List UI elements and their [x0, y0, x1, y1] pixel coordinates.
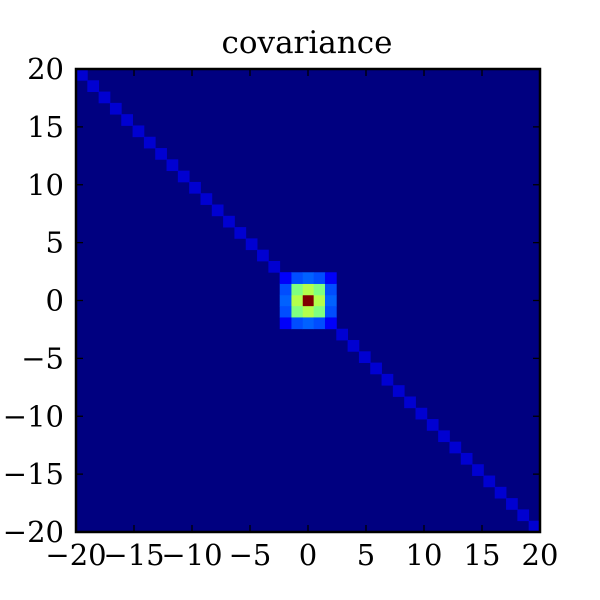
heatmap-diagonal-cell	[132, 125, 145, 138]
heatmap-cell	[279, 306, 292, 318]
heatmap-cell	[291, 317, 303, 330]
heatmap-diagonal-cell	[438, 430, 450, 443]
heatmap-diagonal-cell	[245, 238, 258, 251]
heatmap-diagonal-cell	[211, 204, 224, 217]
heatmap-cell	[324, 294, 337, 307]
x-axis-tick-labels: −20−15−10 −5 0 5 10 15 20	[45, 538, 558, 572]
heatmap-diagonal-cell	[358, 351, 371, 364]
heatmap-diagonal-cell	[336, 328, 349, 341]
heatmap-diagonal-cell	[415, 407, 428, 420]
y-tick-label: 20	[27, 52, 64, 86]
heatmap-cell	[324, 317, 337, 330]
heatmap-diagonal-cell	[143, 136, 156, 149]
x-tick-label: 20	[522, 538, 559, 572]
heatmap-cell	[324, 306, 337, 318]
y-tick-label: 0	[46, 284, 64, 318]
heatmap-cell	[279, 317, 292, 330]
heatmap-diagonal-cell	[121, 114, 133, 126]
heatmap-diagonal-cell	[109, 102, 122, 115]
x-tick-label: −15	[103, 538, 164, 572]
heatmap-diagonal-cell	[76, 69, 88, 81]
x-tick-label: 10	[406, 538, 443, 572]
heatmap-cell	[313, 272, 326, 284]
heatmap-diagonal-cell	[257, 249, 269, 262]
y-tick-label: −20	[3, 515, 64, 549]
heatmap-diagonal-cell	[392, 385, 405, 397]
heatmap-cell	[324, 283, 337, 296]
x-tick-label: 5	[357, 538, 375, 572]
heatmap-diagonal-cell	[200, 193, 213, 205]
heatmap-diagonal-cell	[370, 362, 382, 375]
heatmap-diagonal-cell	[347, 340, 360, 352]
y-tick-label: 10	[27, 168, 64, 202]
heatmap-cell	[324, 272, 337, 284]
y-tick-label: −5	[21, 341, 64, 375]
heatmap-diagonal-cell	[87, 80, 100, 92]
heatmap-diagonal-cell	[189, 181, 201, 194]
heatmap-cell	[279, 272, 292, 284]
heatmap-cell	[291, 306, 303, 318]
heatmap-diagonal-cell	[506, 498, 518, 510]
x-tick-label: 0	[299, 538, 317, 572]
heatmap-cell	[313, 294, 326, 307]
heatmap-cell	[302, 272, 315, 284]
x-tick-label: −20	[45, 538, 106, 572]
heatmap-diagonal-cell	[155, 148, 167, 160]
heatmap-cell	[279, 294, 292, 307]
heatmap-center-cells	[279, 272, 337, 330]
heatmap-diagonal-cell	[404, 396, 416, 409]
heatmap-cell	[302, 294, 315, 307]
heatmap-diagonal-cell	[426, 419, 439, 431]
heatmap-cell	[291, 272, 303, 284]
chart-title: covariance	[222, 25, 393, 61]
x-tick-label: 15	[464, 538, 501, 572]
heatmap-cell	[313, 306, 326, 318]
heatmap-diagonal-cell	[528, 520, 541, 533]
heatmap-cell	[291, 283, 303, 296]
heatmap-diagonal-cell	[472, 464, 484, 476]
heatmap-diagonal-cell	[268, 260, 281, 273]
heatmap-diagonal-cell	[517, 509, 530, 522]
heatmap-diagonal-cell	[177, 170, 190, 183]
y-tick-label: −10	[3, 399, 64, 433]
y-tick-label: −15	[3, 457, 64, 491]
y-tick-label: 5	[46, 226, 64, 260]
heatmap-cell	[291, 294, 303, 307]
heatmap-diagonal-cell	[98, 91, 111, 104]
heatmap-cell	[302, 306, 315, 318]
y-axis-tick-labels: −20 −15 −10 −5 0 5 10 15 20	[3, 52, 64, 549]
heatmap-diagonal-cell	[449, 441, 462, 454]
heatmap-diagonal-cell	[234, 227, 247, 239]
heatmap-diagonal-cell	[494, 486, 507, 499]
y-tick-label: 15	[27, 110, 64, 144]
heatmap-diagonal-cell	[483, 475, 496, 488]
heatmap-diagonal-cell	[381, 373, 394, 386]
heatmap-cell	[279, 283, 292, 296]
heatmap-cell	[302, 317, 315, 330]
heatmap-cell	[313, 317, 326, 330]
heatmap-cell	[302, 283, 315, 296]
heatmap-diagonal-cell	[166, 159, 179, 172]
heatmap-diagonal-cell	[460, 452, 473, 465]
heatmap-diagonal-cell	[223, 215, 235, 228]
plot-frame	[74, 67, 542, 534]
x-tick-label: −5	[229, 538, 272, 572]
x-tick-label: −10	[161, 538, 222, 572]
heatmap-cell	[313, 283, 326, 296]
